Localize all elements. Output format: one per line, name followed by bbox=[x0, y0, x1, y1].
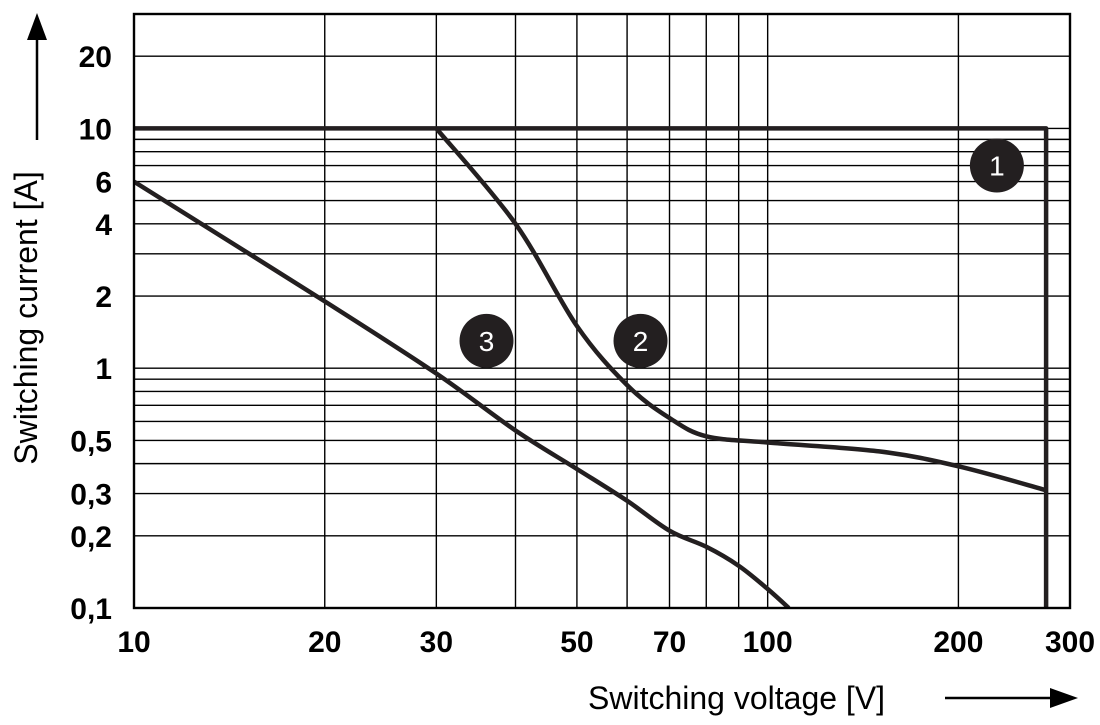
y-tick-label: 0,5 bbox=[70, 425, 112, 458]
curves bbox=[134, 126, 1049, 608]
x-tick-label: 20 bbox=[308, 626, 341, 659]
y-tick-label: 6 bbox=[95, 167, 112, 200]
y-tick-label: 2 bbox=[95, 281, 112, 314]
tick-labels: 10 20 30 50 70 100 200 300 0,1 0,2 0,3 0,5 1 2 4 6 10 20 bbox=[70, 41, 1095, 659]
y-tick-label: 1 bbox=[95, 353, 112, 386]
y-tick-label: 20 bbox=[79, 41, 112, 74]
series-1-marker bbox=[969, 138, 1024, 193]
x-tick-label: 100 bbox=[743, 626, 793, 659]
series-3-label: 3 bbox=[479, 326, 495, 357]
series-markers: 1 2 3 bbox=[459, 138, 1024, 368]
series-2-line bbox=[434, 126, 1047, 493]
plot-frame bbox=[132, 12, 1072, 610]
x-tick-label: 50 bbox=[560, 626, 593, 659]
x-axis-label: Switching voltage [V] bbox=[588, 680, 885, 716]
x-tick-label: 70 bbox=[653, 626, 686, 659]
y-tick-label: 0,2 bbox=[70, 521, 112, 554]
series-3-marker bbox=[459, 313, 514, 368]
x-tick-label: 10 bbox=[117, 626, 150, 659]
grid bbox=[133, 14, 1070, 608]
x-tick-label: 300 bbox=[1045, 626, 1095, 659]
series-1-label: 1 bbox=[989, 151, 1005, 182]
y-axis-label: Switching current [A] bbox=[8, 171, 44, 464]
y-tick-label: 4 bbox=[95, 209, 112, 242]
y-tick-label: 10 bbox=[79, 113, 112, 146]
y-axis-arrow-icon bbox=[27, 13, 47, 140]
series-2-label: 2 bbox=[633, 326, 649, 357]
series-3-line bbox=[134, 179, 791, 608]
series-2-marker bbox=[613, 313, 668, 368]
x-axis-arrow-icon bbox=[945, 688, 1078, 708]
y-tick-label: 0,3 bbox=[70, 479, 112, 512]
y-tick-label: 0,1 bbox=[70, 593, 112, 626]
x-tick-label: 30 bbox=[420, 626, 453, 659]
x-tick-label: 200 bbox=[933, 626, 983, 659]
